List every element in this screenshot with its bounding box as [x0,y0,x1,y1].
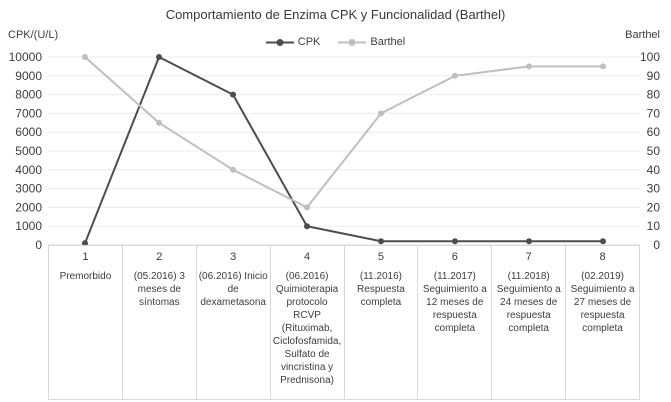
category-cell: 5 (11.2016) Respuesta completa [345,246,419,399]
right-axis-tick-label: 10 [647,219,661,233]
category-cell: 7 (11.2018) Seguimiento a 24 meses de res… [492,246,567,399]
left-axis-tick-label: 4000 [15,163,42,177]
chart-title: Comportamiento de Enzima CPK y Funcional… [165,7,506,22]
category-number: 1 [82,251,89,263]
barthel-point [82,54,88,60]
category-label: (06.2016) Inicio de dexametasona [198,271,268,308]
chart-legend: CPK Barthel [0,36,671,48]
left-axis-tick-label: 2000 [15,200,42,214]
cpk-point [304,223,310,230]
legend-item-cpk: CPK [265,36,321,48]
category-cell: 3 (06.2016) Inicio de dexametasona [197,246,271,399]
right-axis-tick-label: 40 [647,163,661,177]
category-number: 2 [156,251,163,263]
category-label: (11.2018) Seguimiento a 24 meses de resp… [496,271,561,334]
left-axis-tick-label: 1000 [15,219,42,233]
left-axis-tick-label: 5000 [15,144,42,158]
category-label: (05.2016) 3 meses de síntomas [133,271,185,308]
barthel-point [304,204,310,211]
cpk-point [230,91,236,98]
barthel-line [84,56,603,209]
barthel-point [156,119,162,126]
right-axis-tick-label: 60 [647,125,661,139]
right-axis-tick-label: 30 [647,182,661,196]
category-cell: 4 (06.2016) Quimioterapia protocolo RCVP … [271,246,345,399]
cpk-point [600,238,606,245]
right-axis-tick-label: 90 [647,69,661,83]
category-number: 6 [451,251,458,263]
category-axis-table: 1 Premorbido 2 (05.2016) 3 meses de síntoma… [48,245,640,400]
category-number: 3 [230,251,237,263]
barthel-point [600,63,606,70]
left-axis-tick-label: 3000 [15,182,42,196]
left-axis-title: CPK/(U/L) [8,29,59,41]
right-axis-tick-label: 20 [647,200,661,214]
cpk-point [526,238,532,245]
barthel-point [526,63,532,70]
category-label: Premorbido [59,271,112,282]
cpk-line [84,55,603,244]
category-cell: 6 (11.2017) Seguimiento a 12 meses de res… [418,246,493,399]
category-cell: 1 Premorbido [49,246,123,399]
left-axis-tick-label: 6000 [15,125,42,139]
barthel-point [378,110,384,117]
cpk-point [378,238,384,245]
barthel-point [230,166,236,173]
right-axis-tick-label: 80 [647,88,661,102]
barthel-point [452,72,458,79]
category-number: 4 [304,251,311,263]
category-label: (11.2016) Respuesta completa [357,271,405,308]
category-cell: 2 (05.2016) 3 meses de síntomas [123,246,197,399]
right-axis-title: Barthel [625,29,660,41]
left-axis-tick-label: 7000 [15,106,42,120]
cpk-line-marker-icon [265,38,294,46]
left-axis-tick-label: 0 [35,238,42,252]
cpk-point [156,54,162,60]
category-number: 8 [599,251,606,263]
left-axis-tick-label: 8000 [15,88,42,102]
right-axis-tick-label: 100 [640,50,660,64]
category-number: 7 [525,251,532,263]
cpk-point [82,240,88,247]
category-label: (02.2019) Seguimiento a 27 meses de resp… [570,271,635,334]
category-cell: 8 (02.2019) Seguimiento a 27 meses de res… [566,246,640,399]
barthel-line-marker-icon [338,38,367,46]
left-axis-tick-label: 10000 [9,50,43,64]
legend-item-barthel: Barthel [338,36,405,48]
category-label: (11.2017) Seguimiento a 12 meses de resp… [422,271,487,334]
right-axis-tick-label: 50 [647,144,661,158]
cpk-point [452,238,458,245]
legend-label-cpk: CPK [297,36,321,48]
legend-label-barthel: Barthel [370,36,406,48]
right-axis-tick-label: 70 [647,106,661,120]
right-axis-tick-label: 0 [653,238,660,252]
category-number: 5 [377,251,384,263]
left-axis-tick-label: 9000 [15,69,42,83]
category-label: (06.2016) Quimioterapia protocolo RCVP (… [272,271,342,386]
